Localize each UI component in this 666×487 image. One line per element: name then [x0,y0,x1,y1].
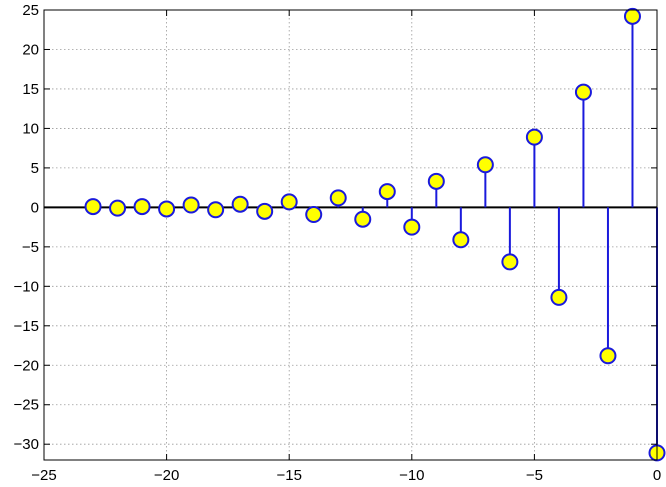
stem-marker [427,172,445,190]
stem-marker [231,195,249,213]
y-tick-label: −15 [14,318,39,335]
stem-marker [280,193,298,211]
plot-background [44,10,657,460]
stem-marker [623,7,641,25]
axis-tick-labels: −25 −20 −15 −10 −5 0 −30 −25 −20 −15 −10 −5 0 5 10 15 20… [14,2,662,484]
y-tick-label: 25 [22,2,39,19]
stem-marker [574,83,592,101]
y-tick-label: 20 [22,41,39,58]
stem-marker [452,231,470,249]
stem-marker [354,210,372,228]
x-tick-label: −15 [276,467,301,484]
stem-marker [109,199,127,217]
stem-marker [550,288,568,306]
x-tick-label: 0 [653,467,661,484]
y-tick-label: 10 [22,120,39,137]
x-tick-label: −25 [31,467,56,484]
stem-marker [525,128,543,146]
x-tick-label: −5 [526,467,543,484]
stem-marker [378,183,396,201]
stem-marker [501,253,519,271]
y-tick-label: 15 [22,81,39,98]
stem-marker [305,205,323,223]
stem-marker [403,218,421,236]
y-tick-label: −30 [14,436,39,453]
y-tick-label: −20 [14,357,39,374]
x-tick-label: −10 [399,467,424,484]
stem-marker [599,347,617,365]
y-tick-label: −10 [14,278,39,295]
stem-marker [182,196,200,214]
axis-ticks [43,9,658,460]
stem-marker [476,156,494,174]
stem-marker [256,202,274,220]
stem-marker [133,198,151,216]
stem-marker [158,200,176,218]
x-tick-label: −20 [154,467,179,484]
stem-marker [84,198,102,216]
y-tick-label: 0 [31,199,39,216]
plot-frame [43,9,658,461]
stem-marker [329,189,347,207]
y-tick-label: 5 [31,160,39,177]
y-tick-label: −5 [22,239,39,256]
y-tick-label: −25 [14,397,39,414]
stem-marker [207,201,225,219]
